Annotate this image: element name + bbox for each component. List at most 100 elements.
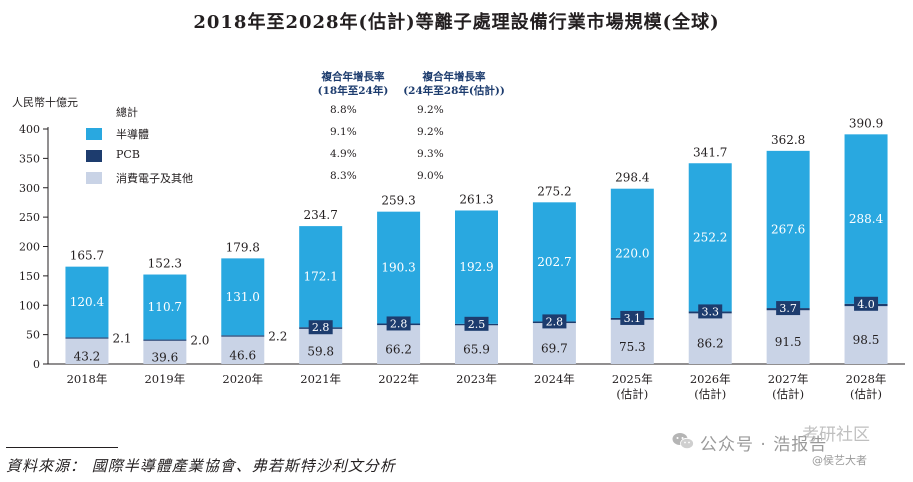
bar-semiconductor <box>532 202 576 322</box>
bar-consumer <box>221 336 265 364</box>
legend-swatch-pcb <box>86 150 102 162</box>
bar-semiconductor <box>299 226 343 328</box>
y-axis-label: 人民幣十億元 <box>12 96 78 109</box>
bar-semiconductor <box>766 150 810 309</box>
pcb-label-box <box>698 304 723 319</box>
bar-consumer <box>377 325 421 364</box>
data-label-semiconductor: 192.9 <box>459 260 493 274</box>
data-label-pcb: 3.3 <box>701 305 719 318</box>
bar-semiconductor <box>65 266 109 338</box>
legend-label-consumer: 消費電子及其他 <box>116 172 193 185</box>
cagr-pcb-2: 9.3% <box>417 148 444 160</box>
bar-semiconductor <box>844 134 888 304</box>
bar-semiconductor <box>455 210 498 324</box>
cagr-total-1: 8.8% <box>330 104 357 116</box>
legend-label-pcb: PCB <box>116 148 140 161</box>
wechat-icon <box>672 433 694 450</box>
bar-consumer <box>65 338 109 364</box>
data-label-total: 259.3 <box>381 194 415 208</box>
cagr-consumer-1: 8.3% <box>330 170 357 182</box>
x-tick-sublabel: (估計) <box>616 387 648 401</box>
data-label-consumer: 65.9 <box>463 343 490 357</box>
data-label-semiconductor: 120.4 <box>70 295 105 309</box>
bar-pcb <box>221 335 265 337</box>
data-label-total: 298.4 <box>615 171 650 185</box>
pcb-label-box <box>542 314 567 329</box>
cagr-consumer-2: 9.0% <box>417 170 444 182</box>
legend-swatch-consumer <box>86 172 102 184</box>
bar-consumer <box>688 313 732 364</box>
data-label-semiconductor: 202.7 <box>537 255 571 269</box>
cagr-pcb-1: 4.9% <box>330 148 357 160</box>
data-label-consumer: 46.6 <box>229 348 256 362</box>
x-tick-label: 2022年 <box>378 372 419 386</box>
legend-swatch-semiconductor <box>86 128 102 140</box>
data-label-semiconductor: 190.3 <box>381 261 415 275</box>
x-tick-label: 2024年 <box>534 372 575 386</box>
data-label-consumer: 59.8 <box>307 344 334 358</box>
data-label-semiconductor: 252.2 <box>693 230 727 244</box>
data-label-pcb: 2.8 <box>546 315 564 328</box>
chart-title: 2018年至2028年(估計)等離子處理設備行業市場規模(全球) <box>193 12 720 33</box>
x-tick-label: 2023年 <box>456 372 497 386</box>
data-label-pcb: 3.1 <box>624 312 642 325</box>
x-tick-sublabel: (估計) <box>694 387 726 401</box>
data-label-total: 234.7 <box>304 208 338 222</box>
x-tick-sublabel: (估計) <box>850 387 882 401</box>
y-tick-label: 350 <box>19 152 40 165</box>
cagr-total-2: 9.2% <box>417 104 444 116</box>
data-label-total: 341.7 <box>693 145 727 159</box>
x-tick-sublabel: (估計) <box>772 387 804 401</box>
data-label-consumer: 39.6 <box>152 350 179 364</box>
bar-consumer <box>610 319 654 364</box>
data-label-consumer: 86.2 <box>697 337 724 351</box>
y-tick-label: 200 <box>19 241 40 254</box>
pcb-label-box <box>464 316 489 331</box>
y-tick-label: 50 <box>26 329 40 342</box>
cagr-semiconductor-1: 9.1% <box>330 126 357 138</box>
pcb-label-box <box>386 316 411 331</box>
bar-pcb <box>143 339 187 341</box>
x-tick-label: 2025年 <box>612 372 653 386</box>
bar-semiconductor <box>221 258 265 336</box>
data-label-total: 275.2 <box>537 184 571 198</box>
x-tick-label: 2027年 <box>768 372 809 386</box>
data-label-semiconductor: 131.0 <box>226 290 260 304</box>
data-label-consumer: 69.7 <box>541 342 568 356</box>
data-label-semiconductor: 172.1 <box>304 270 338 284</box>
data-label-total: 179.8 <box>226 240 260 254</box>
x-tick-label: 2026年 <box>690 372 731 386</box>
bar-pcb <box>65 337 109 339</box>
data-label-consumer: 98.5 <box>853 333 880 347</box>
cagr-semiconductor-2: 9.2% <box>417 126 444 138</box>
source-divider <box>6 447 118 448</box>
watermark-text: 公众号 · 浩报告 <box>700 435 828 455</box>
bar-consumer <box>299 328 343 364</box>
y-tick-label: 250 <box>19 211 40 224</box>
data-label-pcb: 4.0 <box>857 298 875 311</box>
data-label-pcb: 3.7 <box>779 302 797 315</box>
watermark-text-2: 考研社区 <box>802 425 870 445</box>
bar-consumer <box>532 323 576 364</box>
x-tick-label: 2018年 <box>67 372 108 386</box>
pcb-label-box <box>620 310 645 325</box>
data-label-pcb: 2.8 <box>312 321 330 334</box>
source-note: 資料來源： 國際半導體產業協會、弗若斯特沙利文分析 <box>6 457 396 475</box>
legend-total-label: 總計 <box>116 106 138 119</box>
data-label-pcb: 2.1 <box>112 331 131 345</box>
bar-consumer <box>844 306 888 364</box>
cagr-header-1-line2: (18年至24年) <box>317 85 389 97</box>
data-label-semiconductor: 220.0 <box>615 246 649 260</box>
data-label-pcb: 2.2 <box>268 329 287 343</box>
y-tick-label: 0 <box>33 358 40 371</box>
cagr-header-2: 複合年增長率 (24年至28年(估計)) <box>380 70 528 98</box>
cagr-header-2-line2: (24年至28年(估計)) <box>403 85 505 97</box>
data-label-semiconductor: 288.4 <box>849 212 884 226</box>
pcb-label-box <box>776 301 801 316</box>
data-label-pcb: 2.0 <box>190 334 209 348</box>
bar-semiconductor <box>143 274 187 340</box>
y-tick-label: 300 <box>19 182 40 195</box>
data-label-consumer: 43.2 <box>74 349 101 363</box>
data-label-total: 362.8 <box>771 133 805 147</box>
